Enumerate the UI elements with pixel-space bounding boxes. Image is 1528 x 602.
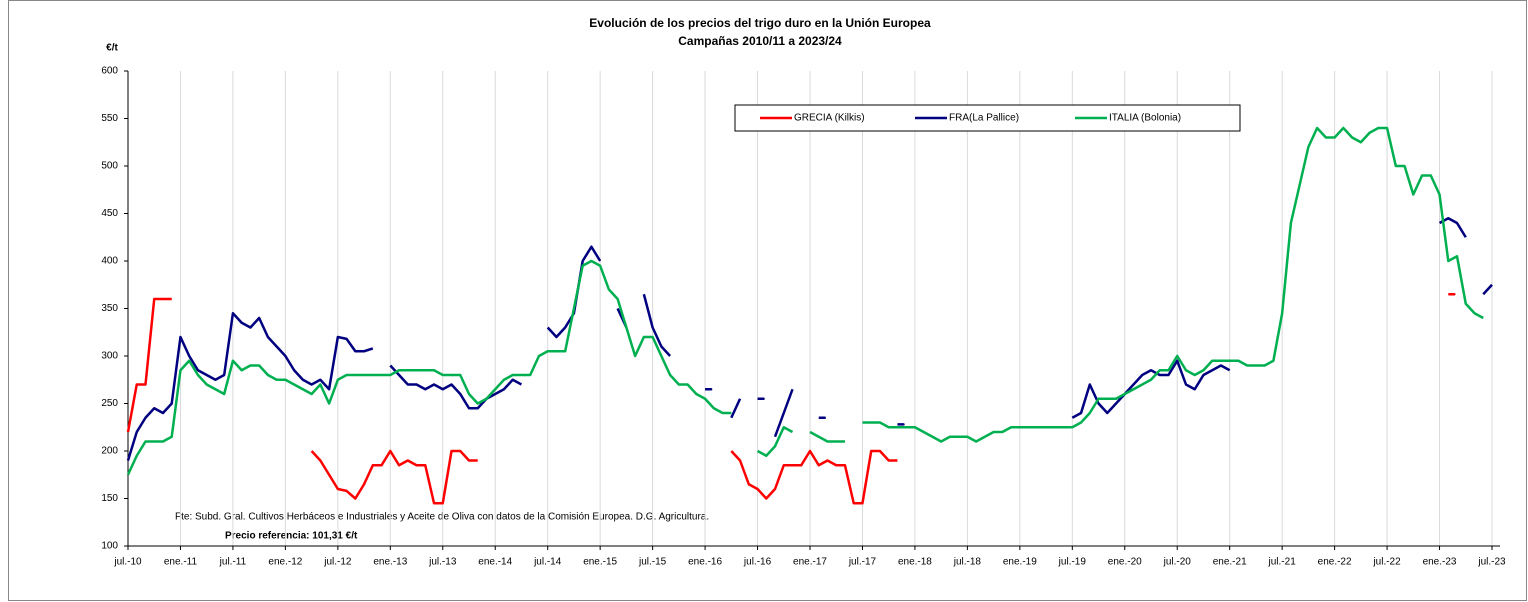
x-tick-label: ene.-15 (583, 557, 617, 568)
series-line (126, 293, 1456, 505)
y-tick-label: 400 (101, 256, 118, 267)
x-tick-label: ene.-22 (1318, 557, 1352, 568)
y-tick-label: 150 (101, 493, 118, 504)
y-tick-label: 550 (101, 113, 118, 124)
legend-label: ITALIA (Bolonia) (1109, 113, 1181, 124)
x-tick-label: jul.-21 (1268, 557, 1297, 568)
x-tick-label: ene.-16 (688, 557, 722, 568)
y-tick-label: 200 (101, 446, 118, 457)
x-tick-label: jul.-22 (1372, 557, 1401, 568)
chart-title: Evolución de los precios del trigo duro … (589, 16, 931, 30)
x-tick-label: jul.-13 (428, 557, 457, 568)
x-tick-label: ene.-21 (1213, 557, 1247, 568)
x-tick-label: ene.-19 (1003, 557, 1037, 568)
x-tick-label: jul.-18 (953, 557, 982, 568)
y-tick-label: 250 (101, 398, 118, 409)
chart-subtitle: Campañas 2010/11 a 2023/24 (678, 34, 842, 48)
x-tick-label: jul.-15 (638, 557, 667, 568)
x-tick-label: ene.-23 (1423, 557, 1457, 568)
x-tick-label: ene.-18 (898, 557, 932, 568)
x-tick-label: ene.-14 (478, 557, 512, 568)
x-tick-label: jul.-20 (1163, 557, 1192, 568)
y-tick-label: 100 (101, 541, 118, 552)
y-tick-label: 300 (101, 351, 118, 362)
x-tick-label: jul.-14 (533, 557, 562, 568)
legend-label: GRECIA (Kilkis) (794, 113, 865, 124)
x-tick-label: jul.-19 (1058, 557, 1087, 568)
annotation: Precio referencia: 101,31 €/t (225, 531, 358, 542)
legend-label: FRA(La Pallice) (949, 113, 1019, 124)
x-tick-label: jul.-10 (113, 557, 142, 568)
source-note: Fte: Subd. Gral. Cultivos Herbáceos e In… (175, 512, 709, 523)
y-tick-label: 600 (101, 66, 118, 77)
y-tick-label: 450 (101, 208, 118, 219)
x-tick-label: ene.-17 (793, 557, 827, 568)
x-tick-label: jul.-23 (1477, 557, 1506, 568)
x-tick-label: ene.-12 (268, 557, 302, 568)
x-tick-label: ene.-20 (1108, 557, 1142, 568)
x-tick-label: jul.-16 (743, 557, 772, 568)
chart-frame (8, 0, 1527, 601)
x-tick-label: ene.-13 (373, 557, 407, 568)
x-tick-label: ene.-11 (164, 557, 198, 568)
y-axis-label: €/t (106, 43, 118, 54)
y-tick-label: 350 (101, 303, 118, 314)
legend-box (734, 104, 1241, 132)
series-line (126, 217, 1493, 461)
series-line (126, 126, 1484, 476)
y-tick-label: 500 (101, 161, 118, 172)
x-tick-label: jul.-11 (219, 557, 247, 568)
x-tick-label: jul.-17 (848, 557, 877, 568)
x-tick-label: jul.-12 (323, 557, 352, 568)
